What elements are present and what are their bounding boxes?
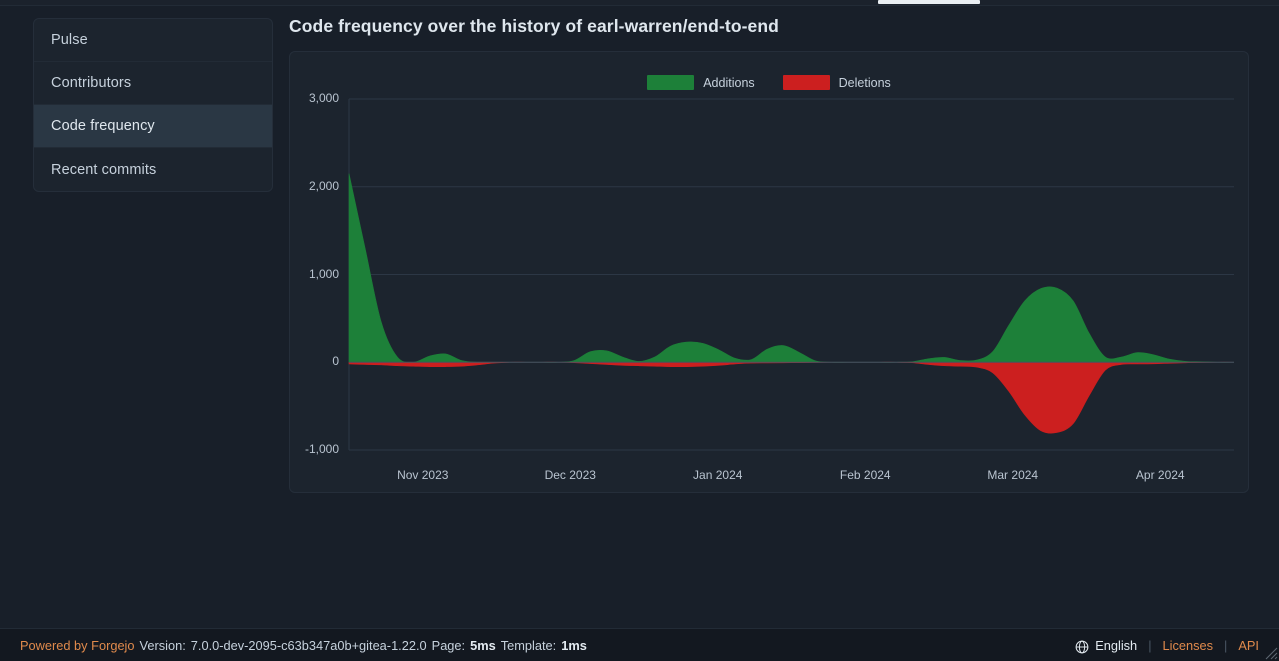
legend-entry-deletions[interactable]: Deletions <box>782 75 891 90</box>
x-axis-tick-label: Jan 2024 <box>693 468 743 482</box>
language-selector[interactable]: English <box>1075 637 1138 654</box>
footer-divider-2: | <box>1224 637 1228 653</box>
page-title: Code frequency over the history of earl-… <box>289 16 779 36</box>
version-value: 7.0.0-dev-2095-c63b347a0b+gitea-1.22.0 <box>190 637 427 653</box>
active-tab-underline <box>878 0 980 4</box>
legend-label: Deletions <box>838 75 891 90</box>
globe-icon <box>1075 640 1089 654</box>
footer-left-group: Powered by Forgejo Version: 7.0.0-dev-20… <box>20 638 587 653</box>
page-time-label: Page: <box>431 637 466 653</box>
y-axis-tick-label: 1,000 <box>308 266 339 281</box>
x-axis-tick-label: Feb 2024 <box>839 468 891 482</box>
code-frequency-area-chart[interactable] <box>290 52 1250 494</box>
x-axis-tick-label: Mar 2024 <box>987 468 1039 482</box>
x-axis-tick-label: Dec 2023 <box>544 468 596 482</box>
legend-swatch-deletions <box>782 75 830 90</box>
page-footer: Powered by Forgejo Version: 7.0.0-dev-20… <box>0 628 1279 661</box>
legend-entry-additions[interactable]: Additions <box>647 75 755 90</box>
footer-right-group: English | Licenses | API <box>1075 637 1259 654</box>
activity-sidebar: Pulse Contributors Code frequency Recent co… <box>33 18 273 192</box>
code-frequency-chart-card: Additions Deletions 3,000 2,000 1,000 0 -1,00… <box>289 51 1249 493</box>
chart-legend: Additions Deletions <box>290 75 1248 90</box>
sidebar-item-code-frequency[interactable]: Code frequency <box>34 105 272 148</box>
sidebar-item-label: Code frequency <box>51 118 155 134</box>
sidebar-item-label: Pulse <box>51 32 88 48</box>
language-label: English <box>1095 637 1138 653</box>
api-link[interactable]: API <box>1238 637 1259 653</box>
area-series-deletions[interactable] <box>348 361 1235 434</box>
legend-swatch-additions <box>647 75 695 90</box>
sidebar-item-contributors[interactable]: Contributors <box>34 62 272 105</box>
licenses-link[interactable]: Licenses <box>1162 637 1214 653</box>
x-axis-tick-label: Nov 2023 <box>397 468 449 482</box>
y-axis-tick-label: 0 <box>332 354 339 369</box>
y-axis-tick-label: 3,000 <box>308 91 339 105</box>
area-series-additions[interactable] <box>348 173 1235 363</box>
resize-grip-icon[interactable] <box>1262 644 1278 660</box>
version-label: Version: <box>139 637 186 653</box>
template-time-value: 1ms <box>561 637 587 653</box>
x-axis-tick-label: Apr 2024 <box>1135 468 1185 482</box>
chart-plot-area[interactable]: 3,000 2,000 1,000 0 -1,000 Nov 2023 Dec 2023 Ja… <box>290 52 1250 494</box>
sidebar-item-label: Contributors <box>51 75 132 91</box>
footer-divider-1: | <box>1148 637 1152 653</box>
y-axis-tick-label: -1,000 <box>304 442 339 456</box>
sidebar-item-recent-commits[interactable]: Recent commits <box>34 148 272 191</box>
page-time-value: 5ms <box>470 637 496 653</box>
legend-label: Additions <box>703 75 755 90</box>
y-axis-tick-label: 2,000 <box>308 178 339 193</box>
sidebar-item-pulse[interactable]: Pulse <box>34 19 272 62</box>
template-time-label: Template: <box>500 637 557 653</box>
powered-by-forgejo-link[interactable]: Powered by Forgejo <box>20 637 135 653</box>
sidebar-item-label: Recent commits <box>51 161 157 178</box>
top-nav-bar <box>0 0 1279 6</box>
